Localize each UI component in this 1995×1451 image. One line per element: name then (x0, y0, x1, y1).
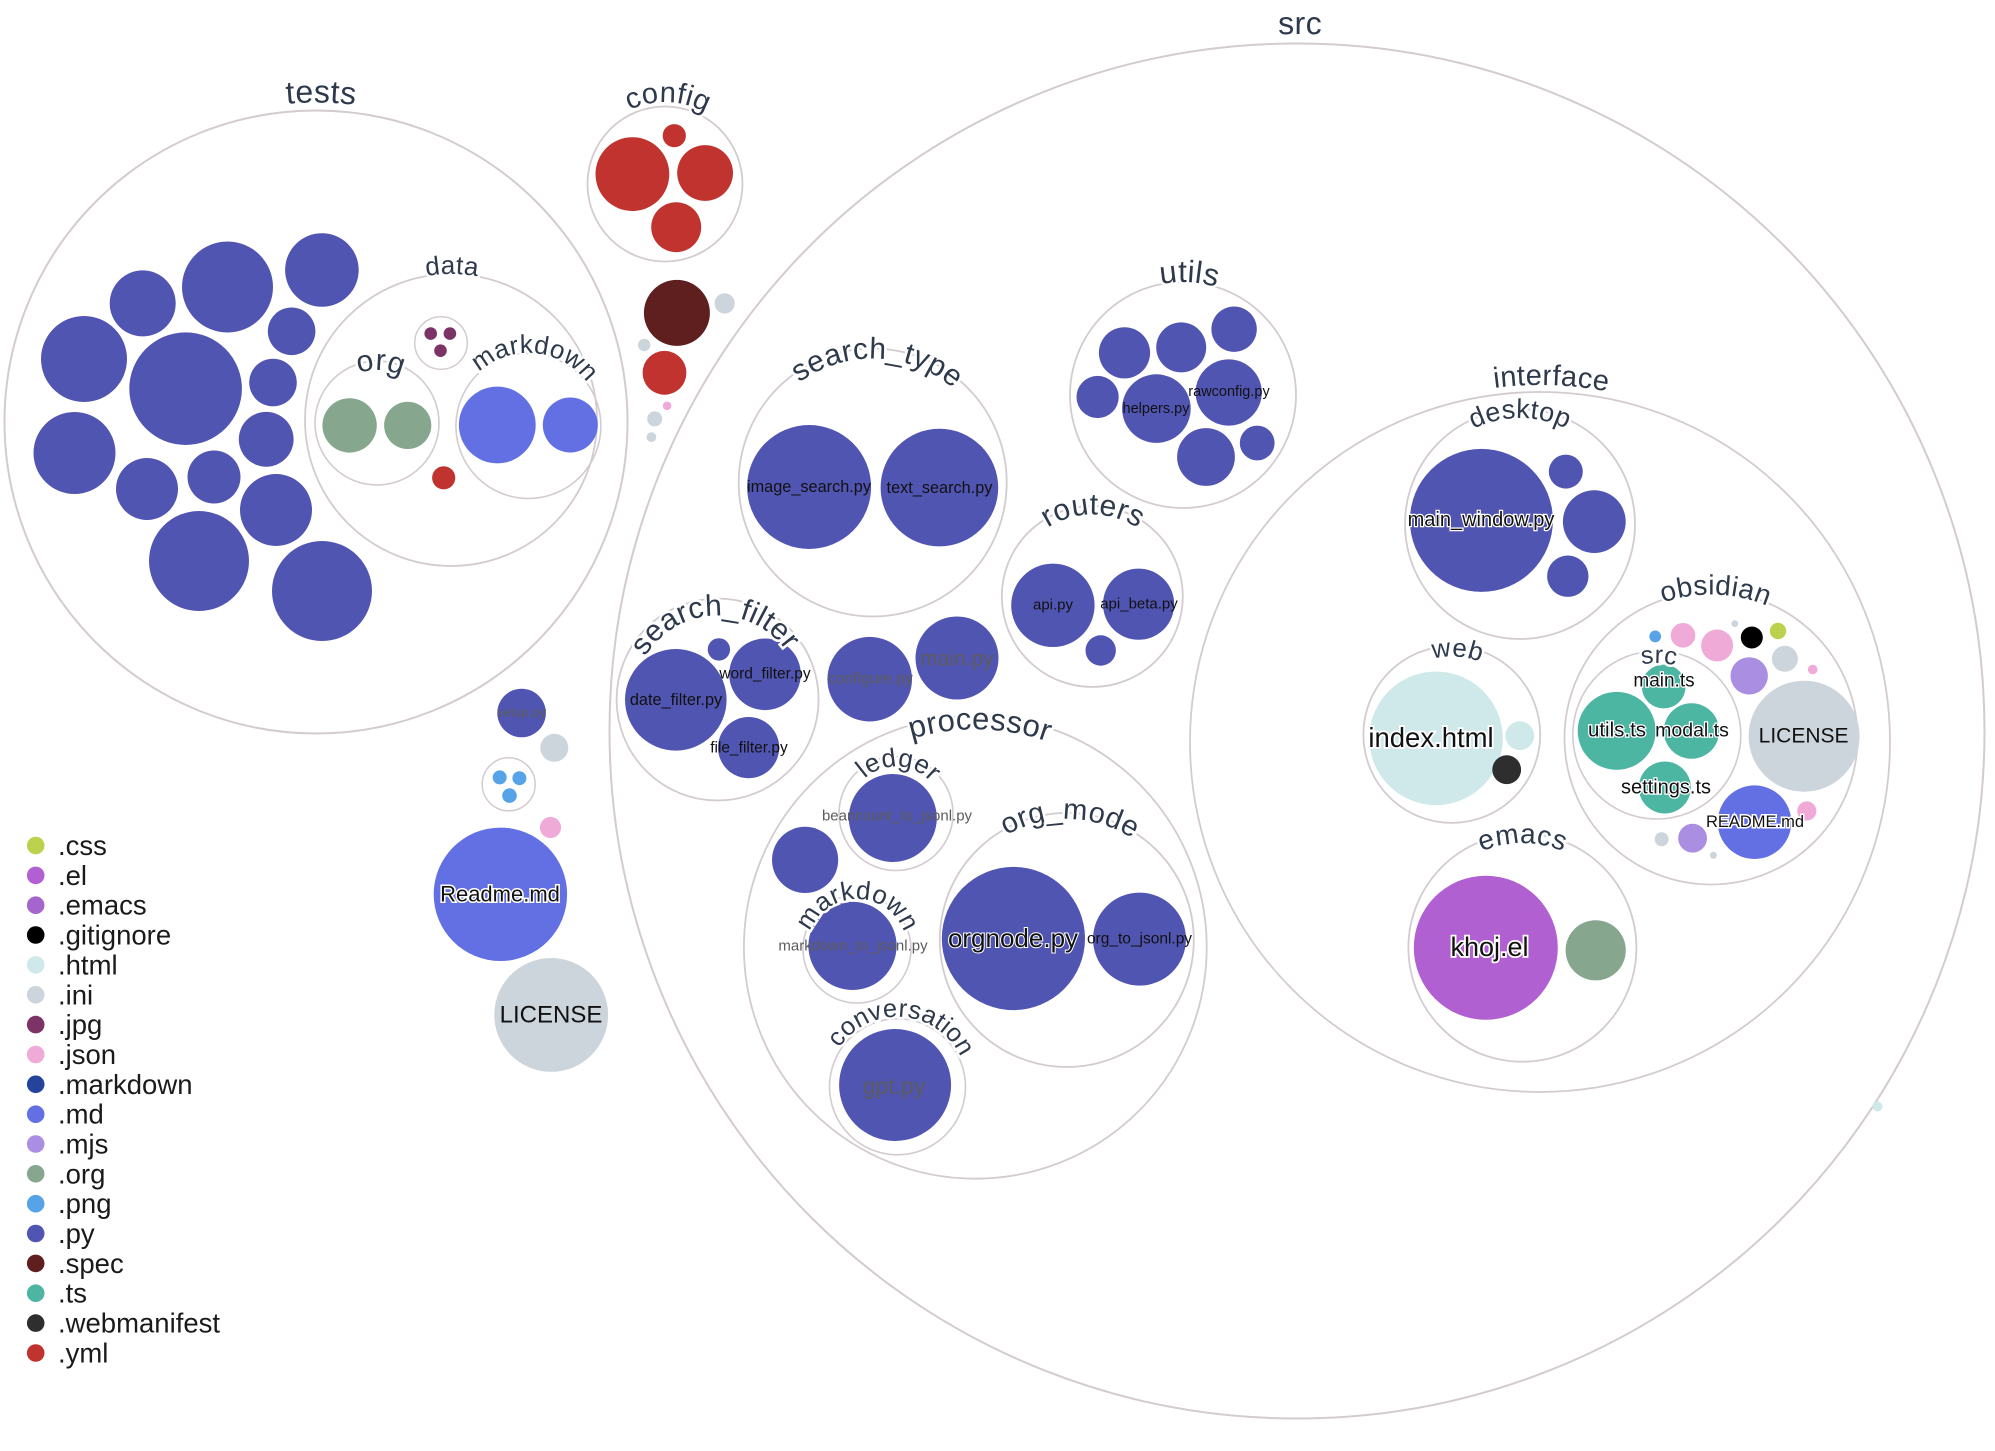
svg-text:.css: .css (58, 830, 107, 861)
svg-text:LICENSE: LICENSE (1759, 725, 1849, 748)
svg-text:settings.ts: settings.ts (1621, 777, 1711, 799)
svg-text:.md: .md (58, 1099, 104, 1130)
svg-text:api_beta.py: api_beta.py (1100, 596, 1178, 613)
svg-text:text_search.py: text_search.py (887, 479, 994, 497)
svg-text:.ini: .ini (58, 979, 93, 1010)
svg-text:index.html: index.html (1368, 722, 1493, 753)
svg-text:date_filter.py: date_filter.py (630, 691, 723, 709)
svg-text:web: web (1429, 632, 1488, 667)
svg-text:.jpg: .jpg (58, 1009, 102, 1040)
svg-text:word_filter.py: word_filter.py (718, 666, 811, 683)
svg-text:modal.ts: modal.ts (1655, 720, 1729, 742)
svg-text:.emacs: .emacs (58, 890, 147, 921)
svg-text:.png: .png (58, 1188, 112, 1219)
svg-text:org: org (353, 344, 409, 382)
svg-text:data: data (423, 250, 481, 282)
svg-text:utils: utils (1157, 254, 1223, 294)
svg-text:.json: .json (58, 1039, 116, 1070)
svg-text:beancount_to_jsonl.py: beancount_to_jsonl.py (822, 808, 973, 825)
svg-text:.yml: .yml (58, 1338, 108, 1369)
svg-text:.org: .org (58, 1158, 105, 1189)
svg-text:file_filter.py: file_filter.py (710, 740, 788, 757)
svg-text:.gitignore: .gitignore (58, 920, 171, 951)
svg-text:rawconfig.py: rawconfig.py (1188, 384, 1270, 400)
svg-text:khoj.el: khoj.el (1450, 932, 1528, 962)
svg-text:orgnode.py: orgnode.py (948, 923, 1078, 953)
svg-text:org_to_jsonl.py: org_to_jsonl.py (1087, 931, 1192, 948)
svg-text:Readme.md: Readme.md (440, 882, 560, 907)
svg-text:.mjs: .mjs (58, 1129, 108, 1160)
svg-text:.markdown: .markdown (58, 1069, 193, 1100)
svg-text:interface: interface (1491, 360, 1611, 398)
svg-text:.html: .html (58, 949, 118, 980)
svg-text:LICENSE: LICENSE (500, 1002, 603, 1029)
svg-text:README.md: README.md (1706, 813, 1804, 831)
svg-text:src: src (1639, 641, 1679, 671)
svg-text:setup.py: setup.py (497, 705, 547, 720)
svg-text:.ts: .ts (58, 1278, 87, 1309)
svg-text:main_window.py: main_window.py (1408, 509, 1555, 531)
svg-text:.py: .py (58, 1218, 95, 1249)
svg-text:utils.ts: utils.ts (1588, 719, 1646, 742)
svg-text:image_search.py: image_search.py (747, 478, 872, 496)
svg-text:.spec: .spec (58, 1248, 124, 1279)
svg-text:.el: .el (58, 860, 87, 891)
svg-text:gpt.py: gpt.py (863, 1073, 926, 1099)
svg-text:api.py: api.py (1033, 597, 1074, 614)
svg-text:.webmanifest: .webmanifest (58, 1308, 220, 1339)
svg-text:src: src (1278, 5, 1323, 41)
svg-text:main.ts: main.ts (1633, 671, 1694, 692)
svg-text:markdown_to_jsonl.py: markdown_to_jsonl.py (778, 938, 928, 955)
svg-text:configure.py: configure.py (828, 671, 913, 688)
svg-text:main.py: main.py (920, 648, 994, 671)
svg-text:helpers.py: helpers.py (1123, 401, 1191, 417)
